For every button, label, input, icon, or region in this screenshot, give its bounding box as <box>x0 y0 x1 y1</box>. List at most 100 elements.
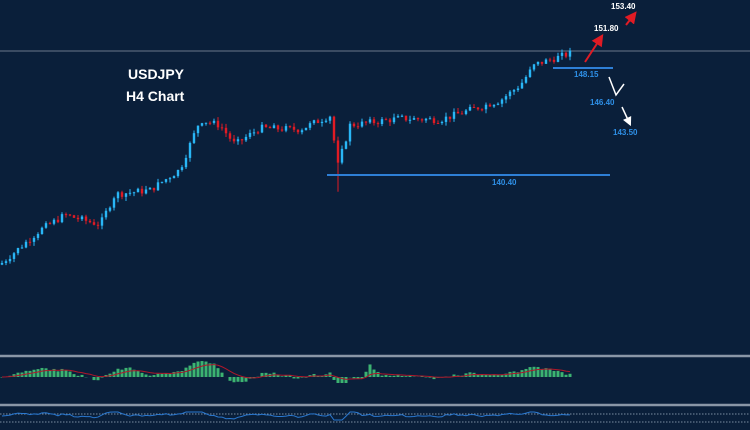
candle <box>216 120 220 128</box>
candle <box>168 178 172 180</box>
macd-bar <box>204 361 208 377</box>
candle <box>176 169 180 177</box>
candle <box>520 82 524 89</box>
candle <box>440 121 444 124</box>
candle <box>368 119 372 123</box>
macd-bar <box>260 372 264 377</box>
candle <box>172 176 176 179</box>
macd-bar <box>244 377 248 382</box>
target-label-146: 146.40 <box>590 98 615 107</box>
macd-bar <box>352 377 356 379</box>
candle <box>48 223 52 225</box>
candle <box>400 115 404 117</box>
macd-bar <box>212 363 216 377</box>
candle <box>188 142 192 158</box>
candle <box>208 122 212 124</box>
macd-bar <box>560 372 564 377</box>
candle <box>416 118 420 120</box>
candle <box>516 88 520 91</box>
candle <box>76 217 80 220</box>
macd-bar <box>496 375 500 377</box>
candle <box>460 113 464 115</box>
candle <box>540 61 544 64</box>
candle <box>372 119 376 124</box>
macd-bar <box>172 371 176 377</box>
level-label-148: 148.15 <box>574 70 599 79</box>
macd-bar <box>500 374 504 377</box>
candle <box>304 127 308 131</box>
macd-bar <box>280 376 284 377</box>
level-label-140: 140.40 <box>492 178 517 187</box>
macd-bar <box>288 375 292 377</box>
candle <box>4 261 8 263</box>
candle <box>200 123 204 126</box>
candle <box>108 207 112 211</box>
macd-bar <box>304 377 308 378</box>
candle <box>80 216 84 220</box>
macd-bar <box>32 369 36 377</box>
candle <box>268 127 272 129</box>
macd-bar <box>312 373 316 377</box>
candle <box>412 118 416 120</box>
macd-bar <box>492 374 496 377</box>
macd-bar <box>404 376 408 377</box>
candle <box>296 129 300 133</box>
macd-bar <box>160 373 164 377</box>
macd-bar <box>388 375 392 377</box>
candle <box>276 125 280 130</box>
candle <box>568 50 572 57</box>
candle <box>224 127 228 134</box>
macd-bar <box>520 370 524 377</box>
macd-bar <box>332 377 336 380</box>
macd-bar <box>124 367 128 377</box>
macd-bar <box>240 377 244 383</box>
macd-bar <box>336 377 340 383</box>
candle <box>488 104 492 107</box>
candle <box>452 111 456 119</box>
candle <box>292 126 296 130</box>
macd-bar <box>476 374 480 377</box>
macd-bar <box>292 377 296 379</box>
candle <box>336 140 340 163</box>
macd-bar <box>68 371 72 377</box>
candle <box>492 104 496 107</box>
candle <box>96 224 100 226</box>
candle <box>300 130 304 133</box>
candle <box>252 132 256 134</box>
candle <box>144 189 148 194</box>
candle <box>484 104 488 110</box>
candle <box>360 121 364 127</box>
candle <box>380 119 384 125</box>
macd-bar <box>432 377 436 380</box>
candle <box>192 133 196 143</box>
macd-bar <box>380 375 384 377</box>
candle <box>396 116 400 118</box>
macd-bar <box>100 377 104 378</box>
macd-bar <box>144 374 148 377</box>
candle <box>92 222 96 225</box>
candle <box>84 216 88 221</box>
candle <box>272 125 276 129</box>
candle <box>112 198 116 208</box>
target-label-143: 143.50 <box>613 128 638 137</box>
target-label-153: 153.40 <box>611 2 636 11</box>
candle <box>140 188 144 194</box>
macd-bar <box>568 373 572 377</box>
macd-bar <box>452 374 456 377</box>
candle <box>116 192 120 199</box>
candle <box>60 214 64 223</box>
candle <box>288 126 292 128</box>
macd-bar <box>36 369 40 377</box>
candle <box>228 133 232 139</box>
macd-bar <box>276 374 280 377</box>
candle <box>496 103 500 105</box>
macd-bar <box>56 371 60 377</box>
candle <box>352 123 356 127</box>
candle <box>356 126 360 128</box>
candle <box>560 52 564 56</box>
candle <box>124 193 128 197</box>
candle <box>504 96 508 100</box>
candle <box>36 234 40 238</box>
candle <box>472 106 476 108</box>
